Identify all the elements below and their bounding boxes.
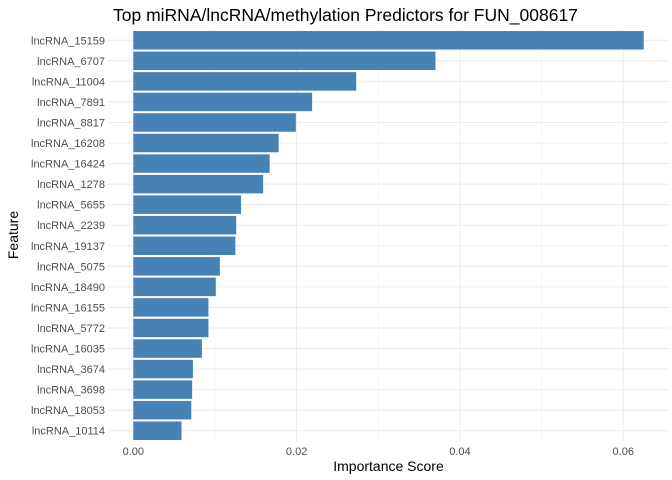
y-tick-label: lncRNA_16424	[31, 159, 105, 171]
y-tick-label: lncRNA_16208	[31, 138, 105, 150]
bar-lncRNA_3698	[133, 380, 193, 399]
bar-lncRNA_18053	[133, 400, 192, 420]
bar-lncRNA_3674	[133, 359, 193, 379]
bar-lncRNA_19137	[133, 236, 236, 256]
y-tick-label: lncRNA_5655	[37, 200, 105, 212]
y-tick-labels: lncRNA_15159 lncRNA_6707 lncRNA_11004 lncRN…	[31, 35, 105, 437]
y-tick-label: lncRNA_10114	[32, 426, 105, 438]
bar-lncRNA_16208	[133, 133, 279, 153]
y-tick-label: lncRNA_18490	[31, 282, 105, 294]
y-tick-label: lncRNA_7891	[37, 97, 105, 109]
bars	[133, 31, 644, 440]
x-tick-label: 0.00	[123, 446, 144, 458]
bar-lncRNA_2239	[133, 215, 237, 235]
x-tick-label: 0.06	[613, 446, 634, 458]
y-tick-label: lncRNA_11004	[32, 76, 105, 88]
bar-lncRNA_5772	[133, 318, 209, 338]
bar-lncRNA_6707	[133, 51, 436, 71]
grid-lines	[108, 30, 669, 441]
y-axis-title: Feature	[5, 211, 21, 259]
bar-lncRNA_10114	[133, 421, 182, 440]
bar-lncRNA_11004	[133, 72, 357, 91]
x-axis-title: Importance Score	[333, 458, 444, 474]
y-tick-label: lncRNA_5075	[37, 261, 105, 273]
bar-lncRNA_16035	[133, 339, 202, 358]
bar-lncRNA_16155	[133, 298, 209, 317]
y-tick-label: lncRNA_16155	[31, 302, 105, 314]
x-tick-label: 0.02	[286, 446, 307, 458]
y-tick-label: lncRNA_15159	[31, 35, 105, 47]
bar-lncRNA_15159	[133, 31, 644, 50]
bar-lncRNA_18490	[133, 277, 216, 297]
y-tick-label: lncRNA_3674	[37, 364, 105, 376]
y-tick-label: lncRNA_6707	[37, 56, 105, 68]
bar-lncRNA_5655	[133, 195, 242, 214]
bar-lncRNA_16424	[133, 154, 270, 173]
bar-lncRNA_7891	[133, 92, 313, 112]
y-tick-label: lncRNA_16035	[31, 344, 105, 356]
bar-lncRNA_1278	[133, 174, 264, 194]
y-tick-label: lncRNA_8817	[37, 117, 105, 129]
y-tick-label: lncRNA_18053	[31, 405, 105, 417]
y-tick-label: lncRNA_3698	[37, 385, 105, 397]
y-tick-label: lncRNA_1278	[37, 179, 105, 191]
x-tick-label: 0.04	[449, 446, 470, 458]
x-tick-labels: 0.00 0.02 0.04 0.06	[123, 446, 634, 458]
chart-title: Top miRNA/lncRNA/methylation Predictors …	[113, 5, 578, 26]
y-tick-label: lncRNA_5772	[37, 323, 105, 335]
y-tick-label: lncRNA_2239	[37, 220, 105, 232]
y-tick-label: lncRNA_19137	[31, 241, 105, 253]
bar-lncRNA_5075	[133, 257, 220, 276]
bar-lncRNA_8817	[133, 113, 296, 132]
